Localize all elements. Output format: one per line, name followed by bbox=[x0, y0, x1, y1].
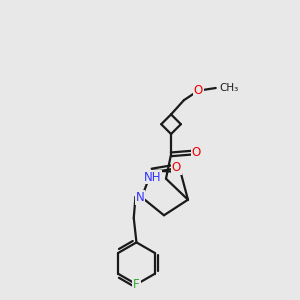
Text: N: N bbox=[136, 191, 144, 204]
Text: O: O bbox=[194, 83, 203, 97]
Text: F: F bbox=[133, 278, 140, 291]
Text: O: O bbox=[191, 146, 201, 159]
Text: NH: NH bbox=[143, 170, 161, 184]
Text: CH₃: CH₃ bbox=[220, 83, 239, 93]
Text: O: O bbox=[172, 160, 181, 174]
